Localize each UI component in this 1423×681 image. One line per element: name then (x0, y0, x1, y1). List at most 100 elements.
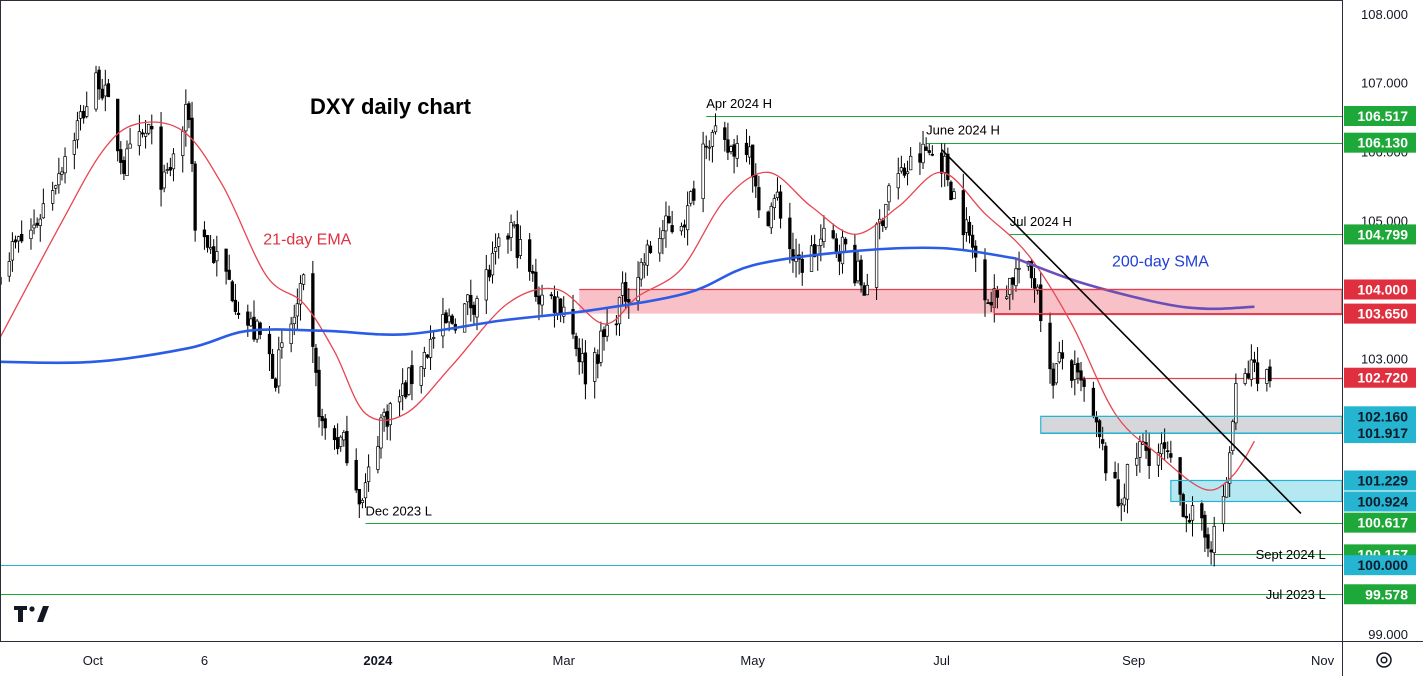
candle (816, 245, 820, 271)
candle (407, 366, 411, 396)
candles-layer (0, 65, 1272, 567)
candle-body (106, 83, 111, 98)
candle (658, 227, 662, 262)
candle-body (280, 342, 284, 348)
candle-body (518, 239, 523, 256)
candle-body (831, 230, 835, 239)
candle-body (472, 304, 476, 315)
candle-body (775, 191, 780, 198)
candle-body (583, 352, 588, 385)
candle-body (816, 245, 820, 255)
candle (360, 498, 365, 509)
price-badge-label: 106.517 (1357, 108, 1408, 124)
candle-body (1113, 472, 1117, 479)
candle-body (323, 418, 327, 429)
candle (252, 300, 256, 342)
candle-body (447, 315, 451, 323)
candle (208, 235, 213, 255)
annotation-jul-2023-l: Jul 2023 L (1266, 587, 1326, 602)
candle (116, 98, 120, 162)
candle (788, 202, 792, 264)
candle (778, 184, 783, 229)
candle-body (1054, 363, 1058, 384)
candle-body (7, 261, 11, 277)
candle (983, 248, 987, 317)
candle-body (401, 383, 405, 396)
candle-body (506, 235, 510, 240)
candle (1212, 516, 1216, 567)
candle (1169, 440, 1173, 463)
candle (280, 329, 284, 359)
candle-body (469, 295, 473, 309)
price-badge-bg (1344, 303, 1416, 324)
candle (453, 318, 457, 334)
candle (38, 214, 42, 242)
candle (193, 161, 197, 242)
candle (797, 243, 801, 275)
candle (159, 112, 163, 207)
candle (1162, 428, 1167, 461)
candle-body (599, 330, 603, 363)
candle-body (116, 98, 120, 152)
candle (1060, 339, 1065, 370)
candle-body (515, 224, 519, 258)
candle-body (986, 302, 990, 305)
candle-body (667, 216, 671, 224)
price-badge-bg (1344, 406, 1416, 427)
candle (639, 258, 643, 287)
candle-body (357, 488, 361, 505)
candle (859, 255, 863, 293)
candle (1231, 419, 1235, 455)
candle (1014, 258, 1018, 292)
candle-body (1243, 373, 1247, 384)
candle-body (952, 191, 956, 200)
candle (366, 454, 371, 492)
candle-body (295, 303, 300, 317)
candle-body (1119, 503, 1123, 506)
candle (317, 356, 321, 428)
candle-body (230, 281, 234, 302)
candle (1135, 442, 1139, 477)
candle-body (1079, 370, 1083, 381)
candle-body (843, 238, 848, 245)
candle (531, 264, 535, 282)
candle-body (289, 323, 293, 344)
candle (171, 148, 176, 182)
candle-body (704, 145, 708, 148)
candle (425, 354, 430, 359)
candle (747, 135, 752, 165)
candle-body (661, 230, 665, 240)
candle (515, 210, 519, 269)
chart-title: DXY daily chart (310, 94, 472, 119)
candle (342, 430, 346, 447)
candle-body (531, 271, 535, 274)
y-tick-label: 99.000 (1368, 627, 1408, 642)
candle (78, 104, 83, 131)
price-badge-label: 102.160 (1357, 408, 1408, 424)
candle-body (682, 224, 687, 228)
candle-body (404, 382, 408, 398)
candle-body (1057, 352, 1061, 363)
candle (918, 142, 922, 175)
candle-body (983, 259, 987, 301)
gear-icon[interactable] (1376, 652, 1392, 668)
price-badge-bg (1344, 584, 1416, 605)
candle-body (862, 285, 866, 296)
candle-body (54, 185, 58, 189)
candle-body (208, 247, 213, 250)
candle-body (363, 482, 368, 499)
candle-body (475, 298, 479, 318)
candle-body (943, 155, 947, 173)
candle (29, 218, 33, 250)
candle (837, 244, 842, 276)
candle (20, 220, 24, 244)
candle-body (16, 236, 21, 242)
candle-body (930, 153, 934, 156)
candle (772, 194, 777, 221)
candle (493, 233, 498, 265)
candle-body (1252, 359, 1257, 363)
candle-body (298, 283, 303, 305)
candle (834, 233, 838, 258)
candle (902, 163, 907, 178)
